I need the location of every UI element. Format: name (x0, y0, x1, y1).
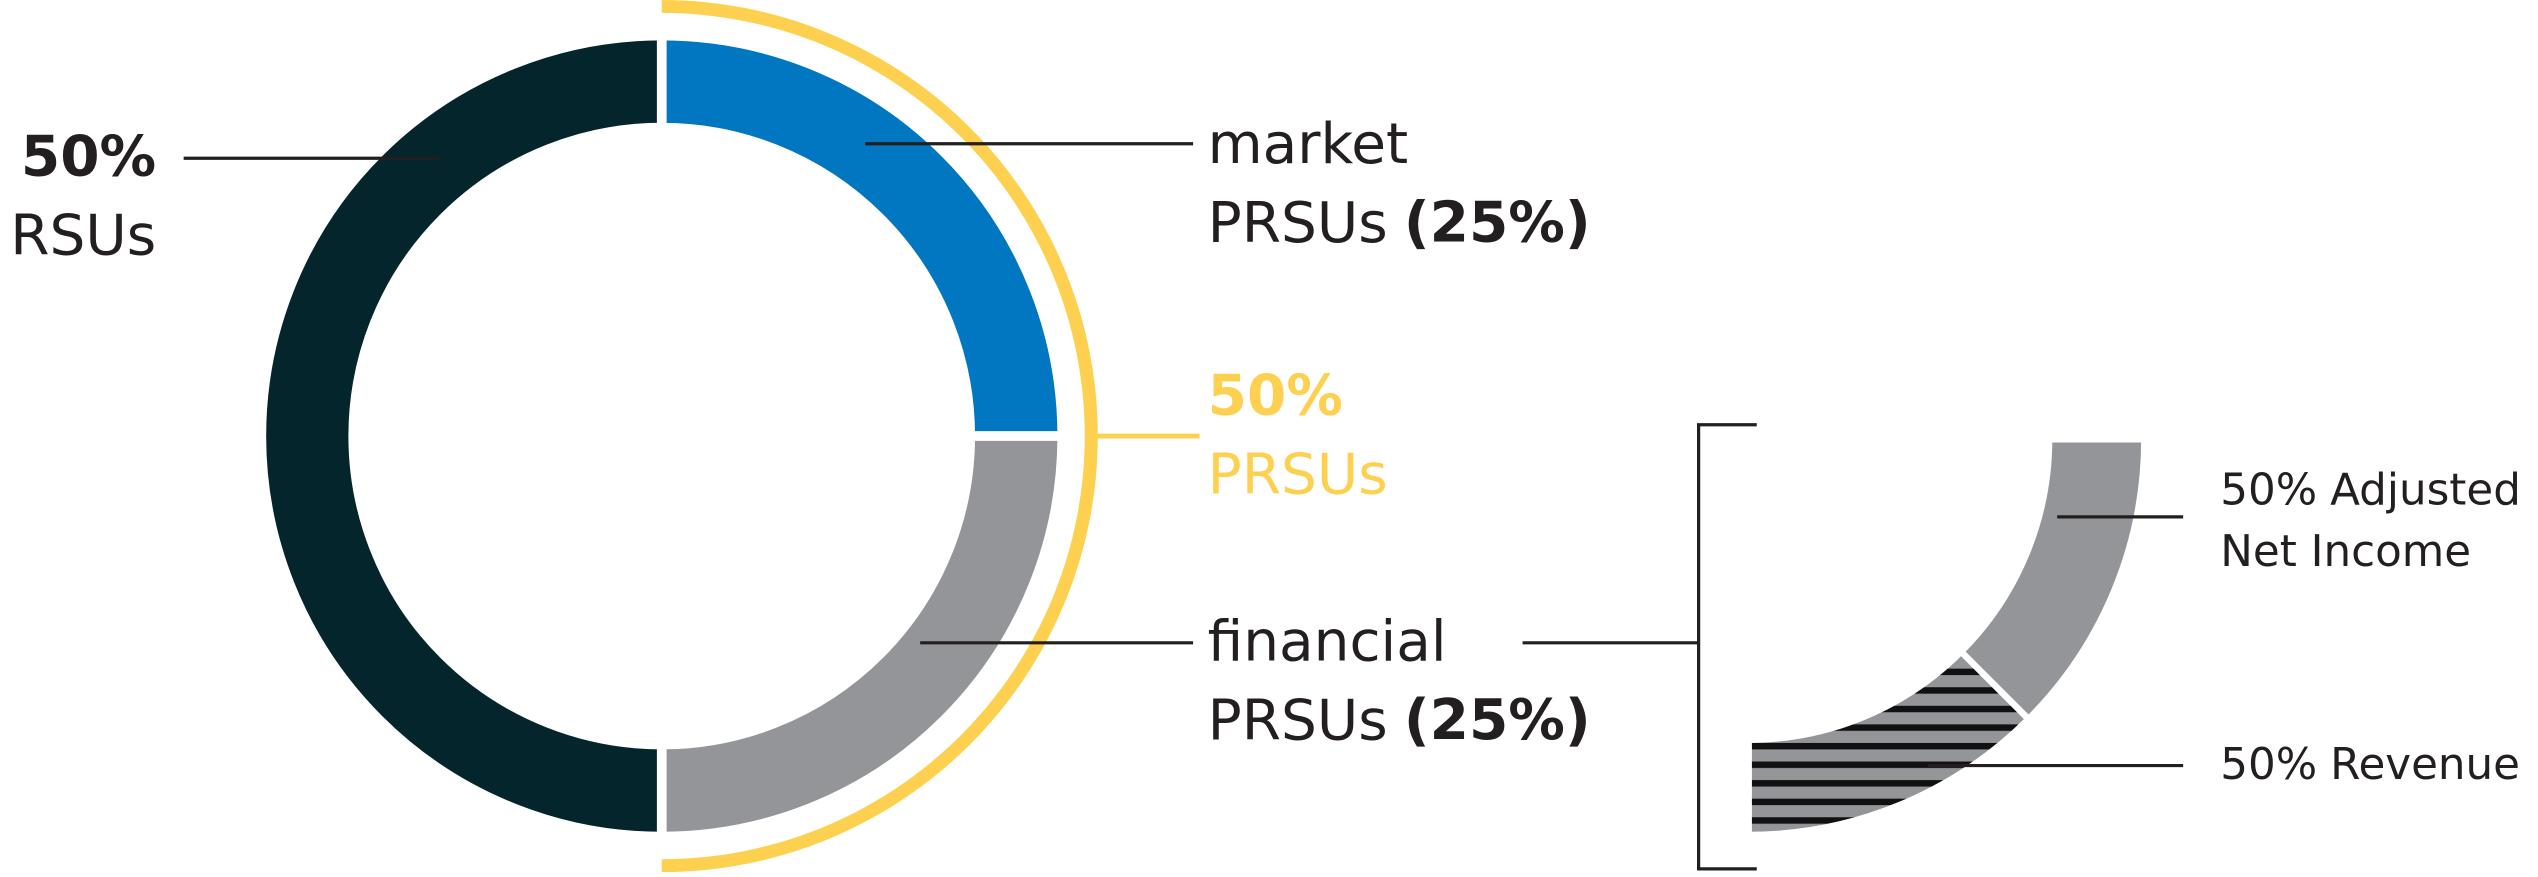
value-label: 50% (2220, 466, 2317, 516)
category-label: Revenue (2330, 740, 2520, 790)
category-label: Adjusted Net Income (2220, 466, 2534, 577)
value-label: 50% (21, 125, 156, 190)
category-label: financial PRSUs (1208, 609, 1465, 753)
donut-segment (656, 30, 1068, 441)
category-label: market PRSUs (1208, 112, 1427, 256)
group-label: PRSUs (1208, 443, 1388, 508)
value-label: (25%) (1404, 688, 1591, 753)
breakdown-segment (1745, 647, 2034, 839)
donut-segment (656, 431, 1068, 842)
donut-segment (256, 30, 667, 842)
category-label: RSUs (10, 204, 156, 269)
value-label: (25%) (1404, 191, 1591, 256)
value-label: 50% (2220, 740, 2317, 790)
group-value-label: 50% (1208, 364, 1343, 429)
